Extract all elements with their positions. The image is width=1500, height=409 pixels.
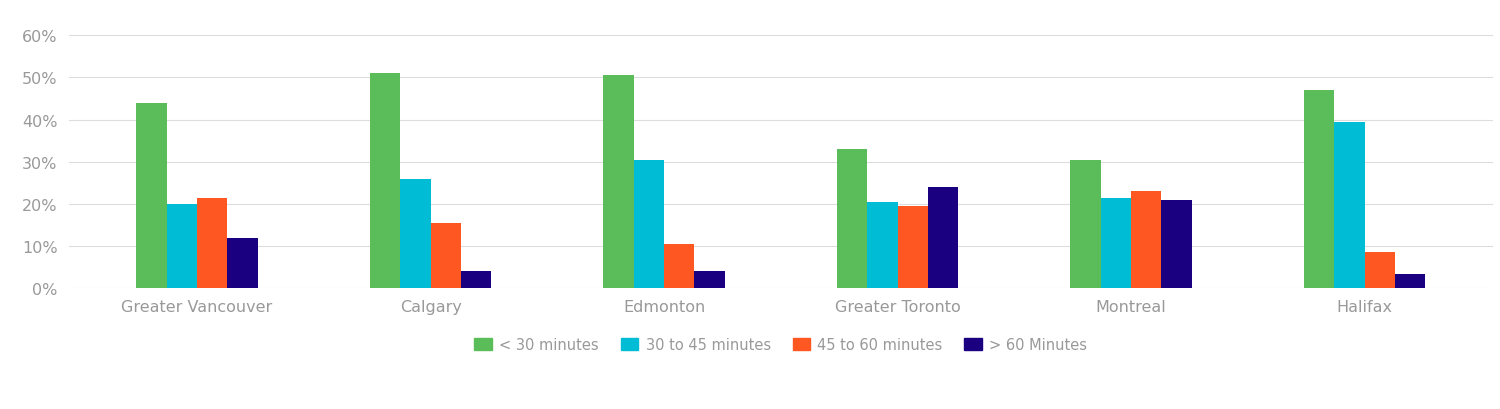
Bar	[1131, 192, 1161, 288]
Bar	[228, 238, 258, 288]
Bar	[1101, 198, 1131, 288]
Bar	[166, 204, 196, 288]
Bar	[400, 179, 430, 288]
Bar	[897, 207, 928, 288]
Bar	[603, 76, 634, 288]
Legend: < 30 minutes, 30 to 45 minutes, 45 to 60 minutes, > 60 Minutes: < 30 minutes, 30 to 45 minutes, 45 to 60…	[468, 331, 1094, 358]
Bar	[867, 202, 897, 288]
Bar	[1304, 91, 1335, 288]
Bar	[928, 187, 958, 288]
Bar	[837, 150, 867, 288]
Bar	[196, 198, 228, 288]
Bar	[136, 103, 166, 288]
Bar	[1161, 200, 1192, 288]
Bar	[664, 244, 694, 288]
Bar	[1365, 253, 1395, 288]
Bar	[1071, 160, 1101, 288]
Bar	[1335, 122, 1365, 288]
Bar	[694, 272, 724, 288]
Bar	[460, 272, 492, 288]
Bar	[1395, 274, 1425, 288]
Bar	[430, 223, 460, 288]
Bar	[370, 74, 400, 288]
Bar	[634, 160, 664, 288]
